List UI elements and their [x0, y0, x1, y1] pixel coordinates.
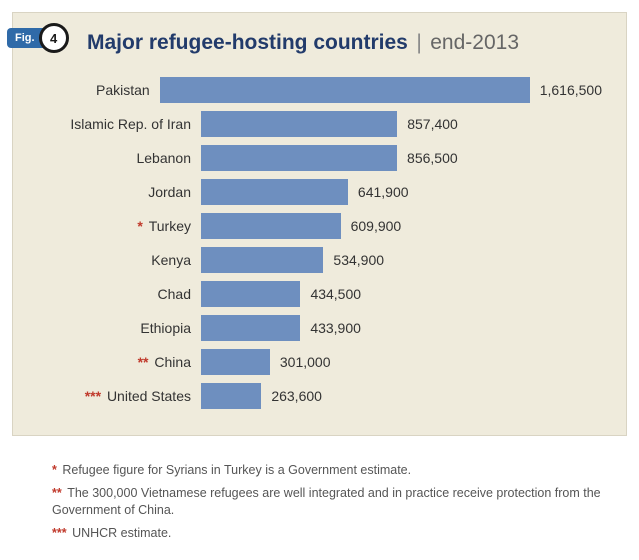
row-label-text: United States — [107, 388, 191, 404]
footnote-text: UNHCR estimate. — [72, 526, 171, 540]
asterisk-marker: ** — [52, 486, 65, 500]
bar-value: 301,000 — [280, 354, 331, 370]
bar — [201, 383, 261, 409]
bar-row: ** China 301,000 — [31, 345, 602, 379]
figure-number: 4 — [39, 23, 69, 53]
chart-title: Major refugee-hosting countries — [87, 31, 408, 54]
chart-area: Fig. 4 Major refugee-hosting countries |… — [12, 12, 627, 436]
bar-track: 301,000 — [201, 349, 602, 375]
bar-row: *** United States 263,600 — [31, 379, 602, 413]
bar-value: 263,600 — [271, 388, 322, 404]
bar — [201, 247, 323, 273]
footnote-text: The 300,000 Vietnamese refugees are well… — [52, 486, 601, 517]
row-label-text: Islamic Rep. of Iran — [70, 116, 191, 132]
footnote-text: Refugee figure for Syrians in Turkey is … — [62, 463, 411, 477]
bar-value: 534,900 — [333, 252, 384, 268]
bar-track: 1,616,500 — [160, 77, 602, 103]
bar-track: 609,900 — [201, 213, 602, 239]
bar-row: Islamic Rep. of Iran 857,400 — [31, 107, 602, 141]
bar-value: 641,900 — [358, 184, 409, 200]
row-label: Pakistan — [31, 82, 160, 98]
bar — [201, 145, 397, 171]
figure-badge-label: Fig. — [7, 28, 43, 48]
bar-value: 609,900 — [351, 218, 402, 234]
bar-value: 856,500 — [407, 150, 458, 166]
row-label-text: Jordan — [148, 184, 191, 200]
asterisk-marker: * — [137, 218, 146, 234]
row-label-text: Lebanon — [136, 150, 191, 166]
row-label: Chad — [31, 286, 201, 302]
row-label: Lebanon — [31, 150, 201, 166]
row-label: Jordan — [31, 184, 201, 200]
bar-track: 263,600 — [201, 383, 602, 409]
bar-row: Pakistan 1,616,500 — [31, 73, 602, 107]
asterisk-marker: ** — [138, 354, 153, 370]
asterisk-marker: * — [52, 463, 60, 477]
row-label: *** United States — [31, 388, 201, 404]
bar-row: * Turkey 609,900 — [31, 209, 602, 243]
footnote: *** UNHCR estimate. — [52, 525, 607, 542]
chart-subtitle: end-2013 — [430, 31, 519, 54]
figure-badge: Fig. 4 — [7, 23, 69, 53]
row-label: Islamic Rep. of Iran — [31, 116, 201, 132]
bar-row: Lebanon 856,500 — [31, 141, 602, 175]
bar-row: Kenya 534,900 — [31, 243, 602, 277]
row-label-text: Ethiopia — [140, 320, 191, 336]
row-label-text: Kenya — [151, 252, 191, 268]
footnote: * Refugee figure for Syrians in Turkey i… — [52, 462, 607, 479]
bar-value: 434,500 — [310, 286, 361, 302]
chart-title-separator: | — [416, 31, 421, 54]
footnotes: * Refugee figure for Syrians in Turkey i… — [12, 462, 627, 542]
bar — [201, 315, 300, 341]
bar-track: 857,400 — [201, 111, 602, 137]
footnote: ** The 300,000 Vietnamese refugees are w… — [52, 485, 607, 519]
bar-track: 534,900 — [201, 247, 602, 273]
bar-rows: Pakistan 1,616,500 Islamic Rep. of Iran 857… — [31, 73, 602, 413]
bar-track: 856,500 — [201, 145, 602, 171]
row-label-text: Turkey — [149, 218, 191, 234]
bar — [201, 349, 270, 375]
bar-track: 641,900 — [201, 179, 602, 205]
bar-value: 1,616,500 — [540, 82, 602, 98]
bar-value: 433,900 — [310, 320, 361, 336]
row-label: ** China — [31, 354, 201, 370]
bar-row: Jordan 641,900 — [31, 175, 602, 209]
row-label: * Turkey — [31, 218, 201, 234]
bar-row: Chad 434,500 — [31, 277, 602, 311]
bar-track: 434,500 — [201, 281, 602, 307]
row-label-text: Chad — [158, 286, 191, 302]
asterisk-marker: *** — [52, 526, 70, 540]
asterisk-marker: *** — [85, 388, 105, 404]
bar-track: 433,900 — [201, 315, 602, 341]
bar — [201, 213, 341, 239]
chart-title-row: Major refugee-hosting countries | end-20… — [87, 31, 602, 55]
row-label-text: Pakistan — [96, 82, 150, 98]
row-label: Ethiopia — [31, 320, 201, 336]
bar — [160, 77, 530, 103]
bar — [201, 111, 397, 137]
figure-container: Fig. 4 Major refugee-hosting countries |… — [12, 12, 627, 542]
bar-value: 857,400 — [407, 116, 458, 132]
row-label-text: China — [154, 354, 191, 370]
row-label: Kenya — [31, 252, 201, 268]
bar-row: Ethiopia 433,900 — [31, 311, 602, 345]
bar — [201, 179, 348, 205]
bar — [201, 281, 300, 307]
